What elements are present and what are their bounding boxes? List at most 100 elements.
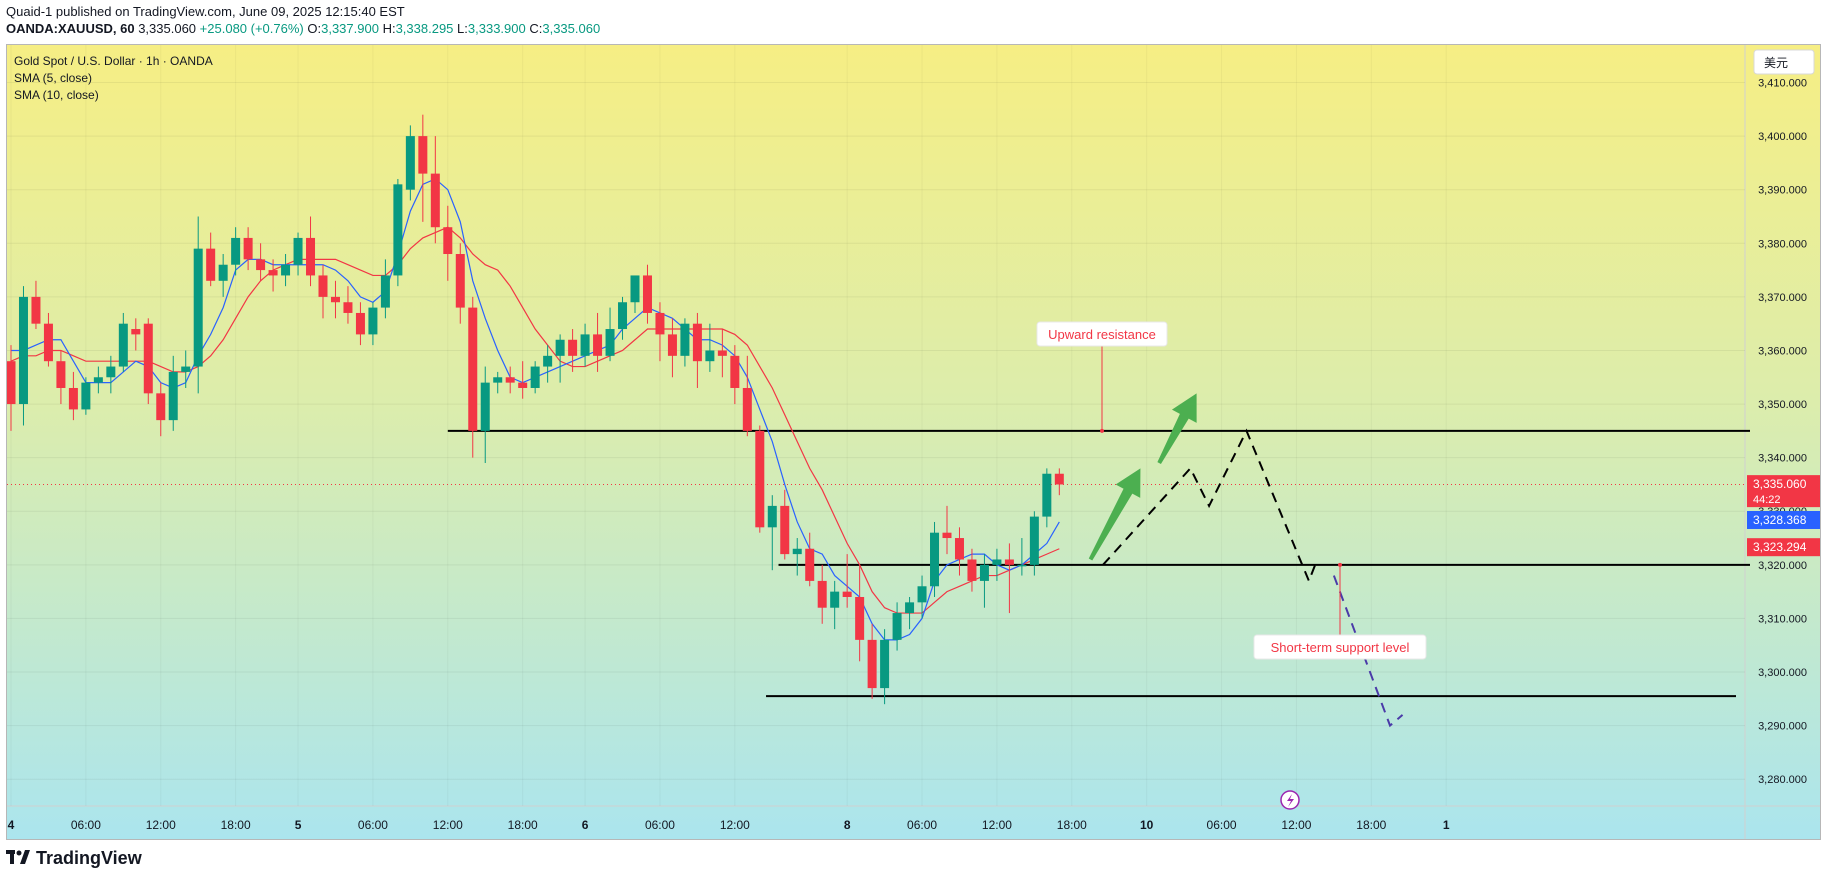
time-tick-label: 18:00 bbox=[1057, 818, 1087, 832]
candle bbox=[430, 136, 440, 244]
candle-body bbox=[355, 312, 365, 335]
candle bbox=[81, 377, 91, 415]
candle bbox=[717, 329, 727, 378]
candle-body bbox=[805, 548, 815, 581]
candle-body bbox=[930, 532, 940, 587]
candle bbox=[181, 350, 191, 388]
price-chart[interactable]: Upward resistance Short-term support leve… bbox=[6, 45, 1820, 839]
legend-title: Gold Spot / U.S. Dollar · 1h · OANDA bbox=[14, 54, 213, 68]
candle-body bbox=[555, 339, 565, 356]
candle-body bbox=[518, 382, 528, 388]
candle-body bbox=[18, 296, 28, 405]
candle-body bbox=[593, 334, 603, 356]
candle bbox=[842, 554, 852, 608]
candle-body bbox=[268, 270, 278, 276]
last-price-tag-bg bbox=[1747, 475, 1820, 508]
candle bbox=[118, 312, 128, 372]
tradingview-brand: TradingView bbox=[6, 848, 142, 869]
price-tick-label: 3,310.000 bbox=[1758, 613, 1807, 625]
candle-body bbox=[31, 296, 41, 324]
candle bbox=[405, 125, 415, 201]
candle-body bbox=[405, 136, 415, 190]
projection-drawings bbox=[1088, 393, 1404, 728]
candle-body bbox=[1042, 473, 1052, 517]
open-value: 3,337.900 bbox=[321, 21, 379, 36]
candle bbox=[1042, 468, 1052, 528]
time-tick-label: 12:00 bbox=[146, 818, 176, 832]
candle-body bbox=[855, 596, 865, 640]
candle bbox=[1004, 543, 1014, 614]
high-key: H: bbox=[382, 21, 396, 36]
callouts: Upward resistance Short-term support leve… bbox=[1036, 321, 1427, 660]
candle-body bbox=[306, 237, 316, 276]
candle-body bbox=[443, 227, 453, 255]
close-key: C: bbox=[529, 21, 543, 36]
symbol-label: OANDA:XAUUSD, 60 bbox=[6, 21, 135, 36]
price-tags: 3,335.060 44:22 3,328.368 3,323.294 bbox=[1747, 475, 1820, 557]
candle bbox=[642, 264, 652, 324]
projection-path-black bbox=[1102, 428, 1317, 584]
candle-body bbox=[905, 602, 915, 614]
time-tick-label: 06:00 bbox=[1207, 818, 1237, 832]
candle bbox=[380, 259, 390, 319]
candle bbox=[1017, 538, 1027, 576]
candle bbox=[742, 355, 752, 437]
candle bbox=[518, 361, 528, 399]
candle bbox=[543, 345, 553, 383]
candle-body bbox=[131, 329, 141, 335]
support-callout-box bbox=[1253, 634, 1427, 660]
candle bbox=[705, 323, 715, 372]
candle bbox=[867, 623, 877, 699]
candle bbox=[967, 548, 977, 592]
candle bbox=[143, 318, 153, 405]
candle bbox=[293, 232, 303, 276]
candle-body bbox=[218, 264, 228, 281]
candle bbox=[343, 286, 353, 324]
candle bbox=[306, 216, 316, 287]
price-tick-label: 3,350.000 bbox=[1758, 399, 1807, 411]
lightning-icon[interactable] bbox=[1280, 790, 1300, 810]
time-tick-label: 4 bbox=[8, 818, 15, 832]
candle-body bbox=[56, 361, 66, 388]
price-tick-label: 3,320.000 bbox=[1758, 560, 1807, 572]
change-label: +25.080 (+0.76%) bbox=[199, 21, 304, 36]
time-axis[interactable]: 4 06:00 12:00 18:00 5 06:00 12:00 18:00 6 06:00 12… bbox=[8, 818, 1450, 832]
candle-body bbox=[256, 259, 266, 271]
candle-body bbox=[568, 339, 578, 356]
candle-body bbox=[630, 275, 640, 303]
resistance-callout-label: Upward resistance bbox=[1048, 327, 1156, 342]
candle-body bbox=[917, 586, 927, 603]
candle bbox=[855, 564, 865, 662]
support-callout-label: Short-term support level bbox=[1271, 640, 1410, 655]
time-tick-label: 1 bbox=[1443, 818, 1450, 832]
candle bbox=[443, 205, 453, 281]
candle-body bbox=[505, 377, 515, 383]
candle-body bbox=[1004, 559, 1014, 565]
low-key: L: bbox=[457, 21, 468, 36]
candle-body bbox=[380, 275, 390, 308]
support-callout-anchor-dot bbox=[1338, 562, 1342, 567]
ohlc-line: OANDA:XAUUSD, 60 3,335.060 +25.080 (+0.7… bbox=[6, 21, 600, 36]
last-price-tag-text: 3,335.060 bbox=[1753, 477, 1807, 491]
price-tick-label: 3,400.000 bbox=[1758, 131, 1807, 143]
candle bbox=[31, 280, 41, 330]
candle-body bbox=[1054, 473, 1064, 485]
brand-name: TradingView bbox=[36, 848, 142, 868]
candle-body bbox=[767, 505, 777, 528]
candle-body bbox=[780, 505, 790, 555]
candle-body bbox=[530, 366, 540, 388]
candle-body bbox=[967, 559, 977, 581]
currency-button[interactable] bbox=[1753, 49, 1815, 75]
time-tick-label: 10 bbox=[1140, 818, 1154, 832]
time-tick-label: 5 bbox=[295, 818, 302, 832]
candle-body bbox=[605, 329, 615, 356]
candle-body bbox=[493, 377, 503, 383]
price-tick-label: 3,340.000 bbox=[1758, 453, 1807, 465]
candle-body bbox=[830, 591, 840, 608]
chart-frame[interactable]: Upward resistance Short-term support leve… bbox=[6, 44, 1821, 840]
candle-body bbox=[880, 639, 890, 689]
candle bbox=[580, 323, 590, 367]
candle-body bbox=[817, 580, 827, 608]
candle bbox=[680, 318, 690, 367]
candle bbox=[93, 366, 103, 394]
